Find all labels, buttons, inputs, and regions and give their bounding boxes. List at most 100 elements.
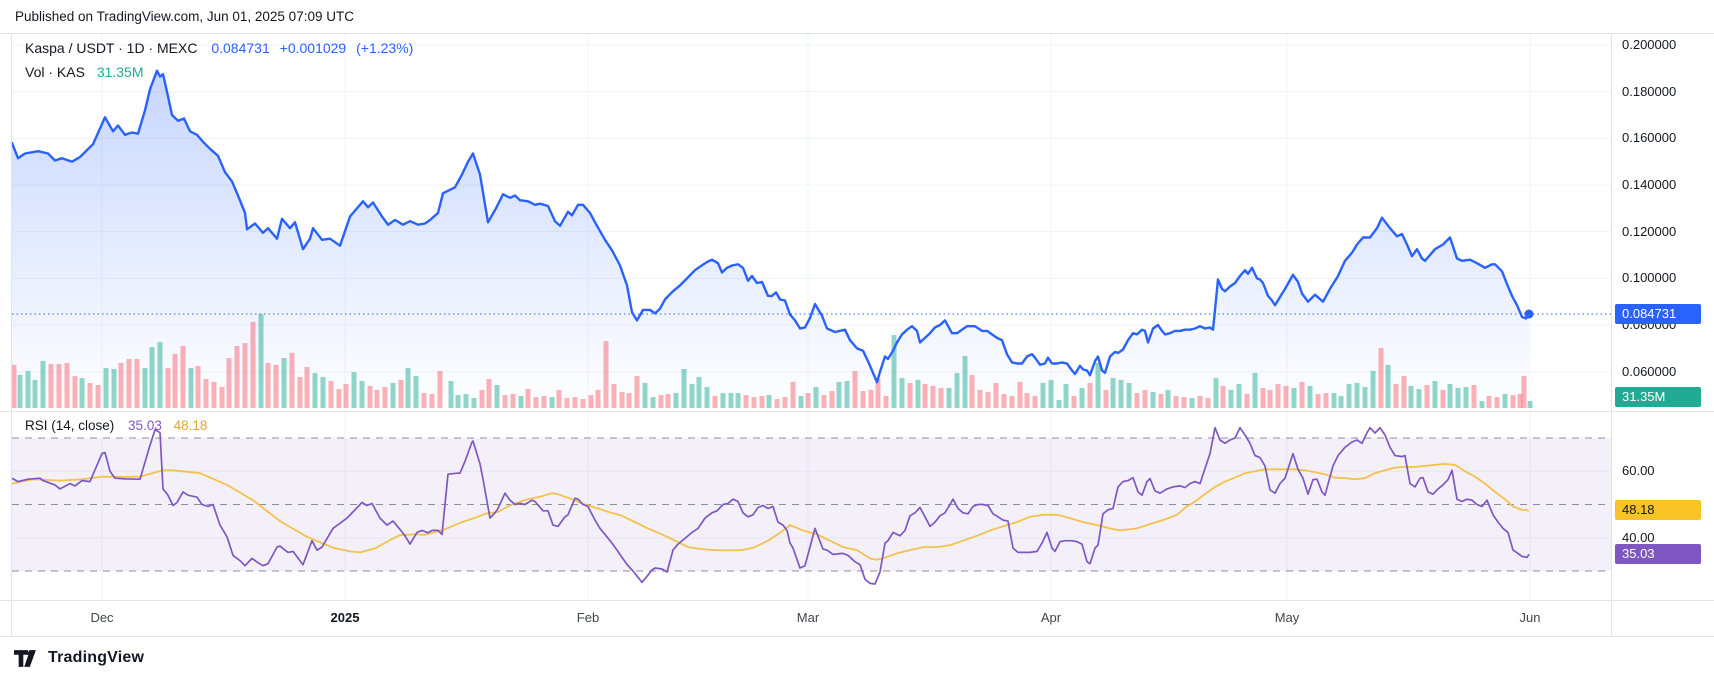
- volume-bar: [915, 379, 921, 408]
- volume-bar: [1479, 401, 1485, 408]
- volume-bar: [79, 378, 85, 408]
- volume-bar: [25, 370, 31, 408]
- volume-bar: [1283, 385, 1289, 408]
- published-text: Published on TradingView.com, Jun 01, 20…: [15, 9, 354, 24]
- volume-bar: [421, 393, 427, 408]
- volume-bar: [11, 364, 17, 408]
- price-tick-label: 0.200000: [1622, 37, 1677, 52]
- volume-bar: [211, 381, 217, 408]
- volume-bar: [696, 376, 702, 408]
- volume-bar: [712, 395, 718, 408]
- volume-bar: [351, 372, 357, 408]
- price-change-value: +0.001029: [279, 40, 347, 56]
- volume-bar: [1103, 389, 1109, 408]
- price-tick-label: 0.140000: [1622, 177, 1677, 192]
- volume-bar: [518, 395, 524, 408]
- volume-bar: [1299, 381, 1305, 408]
- volume-bar: [852, 370, 858, 408]
- price-tick-label: 0.100000: [1622, 270, 1677, 286]
- volume-bar: [556, 389, 562, 408]
- published-bar: Published on TradingView.com, Jun 01, 20…: [0, 0, 1714, 33]
- volume-bar: [273, 364, 279, 408]
- volume-bar: [1447, 383, 1453, 408]
- volume-legend-label: Vol · KAS: [25, 64, 85, 80]
- volume-bar: [1267, 389, 1273, 408]
- volume-bar: [673, 393, 679, 408]
- volume-bar: [312, 372, 318, 408]
- volume-bar: [689, 383, 695, 408]
- rsi-line: [11, 426, 1530, 585]
- volume-bar: [844, 381, 850, 408]
- volume-bar: [1291, 387, 1297, 408]
- volume-bar: [1463, 387, 1469, 408]
- volume-legend[interactable]: Vol · KAS 31.35M: [25, 64, 144, 80]
- volume-bar: [398, 379, 404, 408]
- rsi-tick-label: 60.00: [1622, 463, 1655, 479]
- volume-bar: [1378, 347, 1384, 408]
- volume-bar: [533, 397, 539, 408]
- volume-bar: [195, 366, 201, 408]
- volume-bar: [572, 397, 578, 408]
- volume-bar: [619, 391, 625, 408]
- volume-bar: [588, 395, 594, 408]
- volume-bar: [829, 391, 835, 408]
- volume-bar: [382, 387, 388, 408]
- volume-bar: [405, 368, 411, 408]
- volume-bar: [17, 374, 23, 408]
- volume-bar: [289, 352, 295, 408]
- volume-bar: [437, 370, 443, 408]
- volume-bar: [883, 395, 889, 408]
- time-axis-label: 2025: [330, 610, 360, 625]
- volume-bar: [595, 389, 601, 408]
- volume-bar: [891, 335, 897, 408]
- volume-bar: [157, 341, 163, 408]
- volume-bar: [1110, 378, 1116, 408]
- volume-bar: [367, 385, 373, 408]
- volume-bar: [40, 360, 46, 408]
- volume-bar: [1165, 389, 1171, 408]
- volume-bar: [759, 395, 765, 408]
- volume-bar: [118, 362, 124, 408]
- volume-bar: [1401, 376, 1407, 408]
- rsi-legend[interactable]: RSI (14, close) 35.03 48.18: [25, 418, 207, 433]
- volume-bar: [1213, 378, 1219, 408]
- rsi-value-label: 35.03: [1615, 544, 1701, 564]
- volume-bar: [1142, 389, 1148, 408]
- volume-bar: [907, 383, 913, 408]
- volume-bar: [103, 368, 109, 408]
- volume-bar: [836, 381, 842, 408]
- price-tick-label: 0.160000: [1622, 130, 1677, 146]
- volume-bar: [860, 391, 866, 408]
- volume-bar: [642, 383, 648, 408]
- volume-bar: [448, 381, 454, 408]
- volume-bar: [226, 358, 232, 408]
- footer-logo[interactable]: TradingView: [14, 644, 144, 672]
- volume-bar: [1048, 379, 1054, 408]
- volume-bar: [704, 387, 710, 408]
- volume-bar: [782, 397, 788, 408]
- volume-bar: [328, 381, 334, 408]
- price-tick-label: 0.060000: [1622, 363, 1677, 379]
- price-area: [12, 70, 1529, 408]
- volume-bar: [735, 393, 741, 408]
- volume-bar: [1393, 383, 1399, 408]
- volume-bar: [172, 354, 178, 408]
- volume-bar: [1416, 389, 1422, 408]
- volume-bar: [1354, 383, 1360, 408]
- volume-bar: [1087, 383, 1093, 408]
- volume-bar: [413, 376, 419, 408]
- volume-bar: [281, 358, 287, 408]
- symbol-title: Kaspa / USDT · 1D · MEXC: [25, 40, 198, 56]
- volume-bar: [603, 341, 609, 408]
- volume-bar: [336, 389, 342, 408]
- symbol-legend[interactable]: Kaspa / USDT · 1D · MEXC 0.084731 +0.001…: [25, 40, 413, 56]
- time-axis-label: Apr: [1040, 610, 1062, 625]
- volume-bar: [48, 364, 54, 408]
- volume-bar: [242, 343, 248, 408]
- volume-bar: [790, 381, 796, 408]
- volume-bar: [665, 393, 671, 408]
- volume-bar: [798, 395, 804, 408]
- volume-bar: [626, 393, 632, 408]
- volume-bar: [1260, 387, 1266, 408]
